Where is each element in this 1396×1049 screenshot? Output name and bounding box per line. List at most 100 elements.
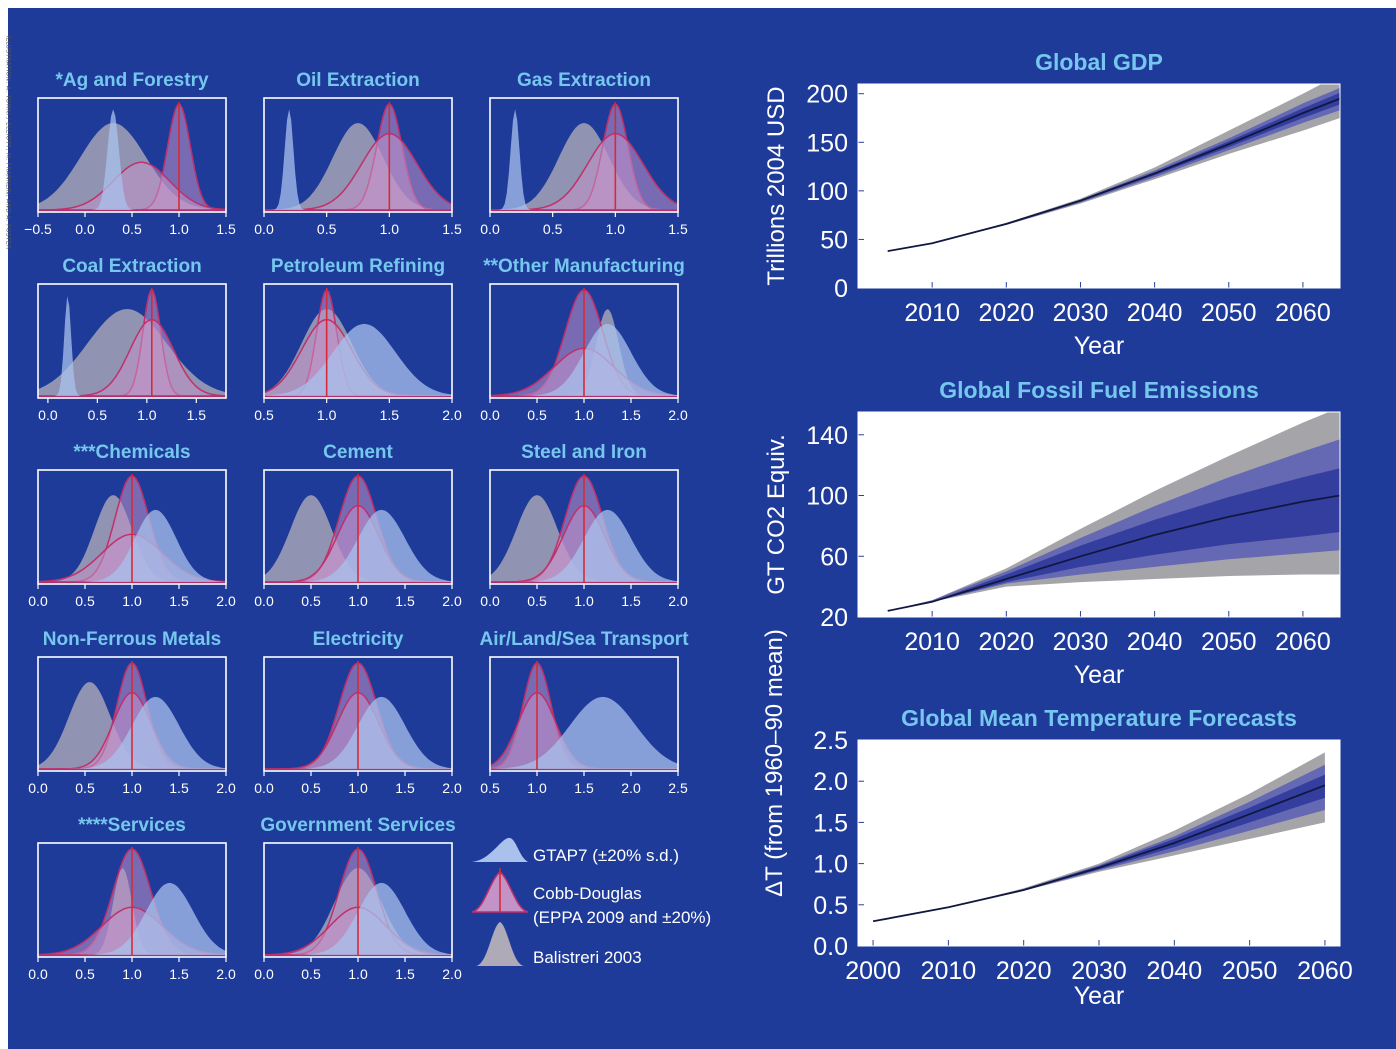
x-tick-label: 2.5 (668, 780, 688, 796)
panel-electricity: Electricity 0.0 0.5 1.0 1.5 2.0 (254, 629, 462, 796)
x-tick-label: 1.0 (527, 780, 547, 796)
x-tick-label: 1.0 (348, 780, 368, 796)
chart-global-fossil-fuel-emissions: Global Fossil Fuel Emissions 2010 2020 2030… (763, 377, 1341, 689)
x-axis-label: Year (1074, 661, 1125, 689)
x-tick-label: 1.0 (574, 407, 594, 423)
panel-title: Air/Land/Sea Transport (479, 629, 689, 650)
y-tick-label: 100 (806, 178, 848, 206)
legend-cobb-sublabel: (EPPA 2009 and ±20%) (533, 908, 711, 927)
x-tick-label: 0.0 (254, 780, 274, 796)
x-tick-label: 2.0 (216, 966, 236, 982)
legend-gtap-swatch (472, 837, 528, 862)
band-outer (887, 412, 1340, 611)
x-tick-label: 0.0 (254, 221, 274, 237)
x-tick-label: 2.0 (216, 593, 236, 609)
panel-title: Petroleum Refining (271, 256, 445, 277)
x-tick-label: 2.0 (442, 780, 462, 796)
x-tick-label: 2050 (1222, 957, 1278, 985)
legend-balistreri-label: Balistreri 2003 (533, 948, 642, 967)
panel-title: Government Services (260, 815, 455, 836)
x-tick-label: 1.5 (442, 221, 462, 237)
x-tick-label: 2030 (1053, 299, 1109, 327)
panel-frame (37, 283, 227, 399)
x-tick-label: 1.5 (621, 593, 641, 609)
x-tick-label: 0.5 (527, 407, 547, 423)
legend-balistreri-swatch (476, 922, 524, 966)
x-tick-label: 2010 (904, 299, 960, 327)
x-tick-label: 0.0 (254, 593, 274, 609)
x-tick-label: 1.0 (380, 221, 400, 237)
x-tick-label: 2.0 (442, 593, 462, 609)
y-axis-label: Trillions 2004 USD (763, 86, 790, 285)
x-tick-label: 0.0 (28, 966, 48, 982)
x-tick-label: 1.5 (216, 221, 236, 237)
x-tick-label: 1.5 (395, 780, 415, 796)
plot-area (858, 740, 1340, 946)
x-tick-label: 2000 (845, 957, 901, 985)
panel-ag-and-forestry: *Ag and Forestry −0.5 0.0 0.5 1.0 1.5 (24, 70, 236, 237)
panel-oil-extraction: Oil Extraction 0.0 0.5 1.0 1.5 (254, 70, 462, 237)
chart-title: Global GDP (1035, 49, 1163, 75)
y-tick-label: 20 (820, 604, 848, 632)
x-tick-label: 1.5 (380, 407, 400, 423)
balistreri-density (264, 495, 452, 582)
x-tick-label: 0.0 (38, 407, 58, 423)
x-tick-label: 2.0 (442, 966, 462, 982)
legend-cobb-label: Cobb-Douglas (533, 884, 642, 903)
panel-non-ferrous-metals: Non-Ferrous Metals 0.0 0.5 1.0 1.5 2.0 (28, 629, 236, 796)
x-tick-label: 0.0 (254, 966, 274, 982)
panel-title: ****Services (78, 815, 186, 836)
x-tick-label: 2010 (904, 628, 960, 656)
plot-content (887, 412, 1340, 612)
legend-gtap-label: GTAP7 (±20% s.d.) (533, 846, 679, 865)
y-tick-label: 1.5 (813, 809, 848, 837)
x-axis-label: Year (1074, 982, 1125, 1010)
panel-title: Gas Extraction (517, 70, 651, 91)
x-tick-label: 2.0 (621, 780, 641, 796)
y-axis-label: GT CO2 Equiv. (763, 434, 790, 595)
panel-title: Non-Ferrous Metals (43, 629, 221, 650)
plot-frame (857, 739, 1341, 947)
x-tick-label: 1.5 (169, 593, 189, 609)
x-tick-label: 1.0 (122, 780, 142, 796)
y-tick-label: 140 (806, 422, 848, 450)
panel-title: ***Chemicals (73, 442, 190, 463)
x-tick-label: 2.0 (668, 407, 688, 423)
gtap-density (490, 696, 678, 769)
plot-content (887, 84, 1340, 252)
x-tick-label: 2020 (996, 957, 1052, 985)
x-tick-label: 0.5 (75, 593, 95, 609)
x-tick-label: 2.0 (216, 780, 236, 796)
panel-title: Cement (323, 442, 393, 463)
x-tick-label: 1.0 (606, 221, 626, 237)
x-axis-label: Year (1074, 332, 1125, 360)
x-tick-label: 2040 (1147, 957, 1203, 985)
x-tick-label: 0.5 (88, 407, 108, 423)
x-tick-label: 2.0 (668, 593, 688, 609)
panel-title: Electricity (313, 629, 404, 650)
x-tick-label: 1.5 (187, 407, 207, 423)
x-tick-label: 1.0 (169, 221, 189, 237)
x-tick-label: 1.5 (395, 966, 415, 982)
x-tick-label: 2050 (1201, 299, 1257, 327)
panel-cement: Cement 0.0 0.5 1.0 1.5 2.0 (254, 442, 462, 609)
panel-gas-extraction: Gas Extraction 0.0 0.5 1.0 1.5 (480, 70, 688, 237)
plot-frame (857, 83, 1341, 289)
gtap-density (38, 882, 226, 955)
x-tick-label: 2030 (1071, 957, 1127, 985)
x-tick-label: 2060 (1275, 628, 1331, 656)
x-tick-label: 0.5 (301, 593, 321, 609)
y-tick-label: 2.0 (813, 768, 848, 796)
panel-frame (263, 283, 453, 399)
x-tick-label: 1.0 (348, 593, 368, 609)
chart-title: Global Fossil Fuel Emissions (939, 377, 1259, 403)
chart-global-gdp: Global GDP 2010 2020 2030 2040 2050 2060 0 50 100… (763, 49, 1341, 360)
y-tick-label: 0.0 (813, 933, 848, 961)
panel-title: Oil Extraction (296, 70, 420, 91)
panel-coal-extraction: Coal Extraction 0.0 0.5 1.0 1.5 (37, 256, 227, 423)
panel-title: Steel and Iron (521, 442, 647, 463)
panel-chemicals: ***Chemicals 0.0 0.5 1.0 1.5 2.0 (28, 442, 236, 609)
x-tick-label: 0.0 (28, 593, 48, 609)
